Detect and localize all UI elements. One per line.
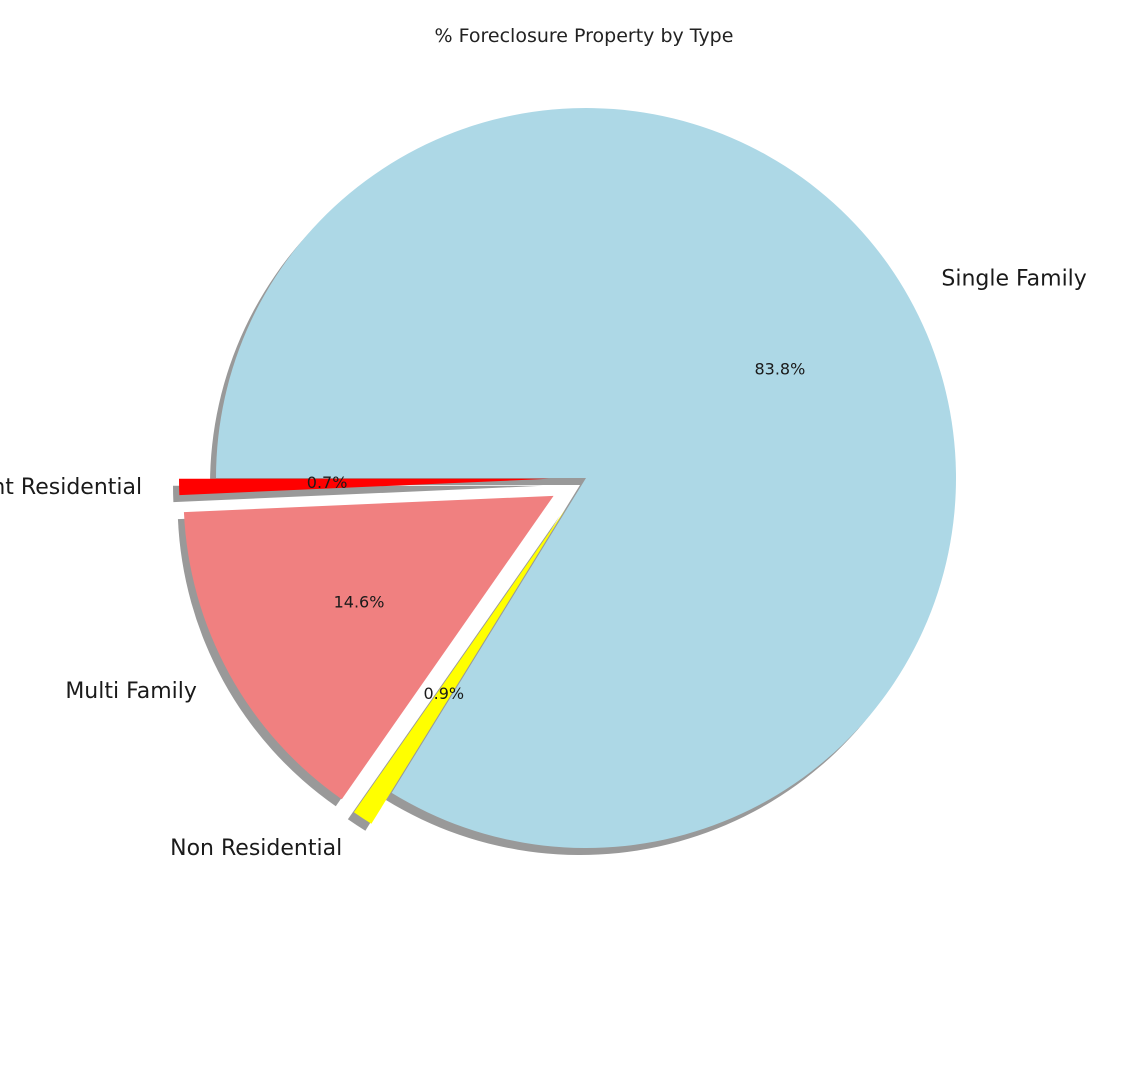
pie-slice-single-family <box>216 107 956 848</box>
chart-title: % Foreclosure Property by Type <box>435 25 734 47</box>
pie-slice-non-residential <box>353 508 566 824</box>
slice-label-non-residential: Non Residential <box>170 836 342 861</box>
slice-label-multi-family: Multi Family <box>65 679 197 704</box>
pct-label-multi-family: 14.6% <box>334 592 385 611</box>
pie-slices <box>179 107 956 848</box>
slice-label-single-family: Single Family <box>941 267 1086 292</box>
pct-label-non-residential: 0.9% <box>423 684 464 703</box>
pie-slice-multi-family <box>183 495 554 800</box>
pie-slice-vacant-residential <box>179 478 550 496</box>
pct-label-single-family: 83.8% <box>754 359 805 378</box>
pct-label-vacant-residential: 0.7% <box>307 473 348 492</box>
slice-labels: Vacant Residential 0.7% Multi Family 14.6% N… <box>0 267 1087 861</box>
slice-label-vacant-residential: Vacant Residential <box>0 475 142 500</box>
